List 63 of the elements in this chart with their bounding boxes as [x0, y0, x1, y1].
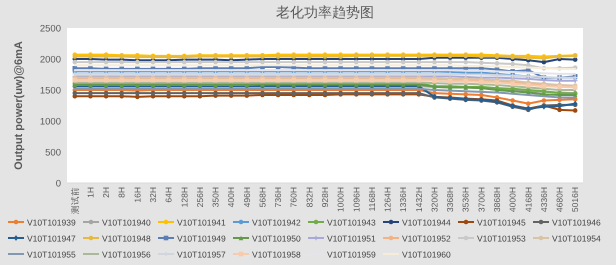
legend-label: V10T101959 — [327, 250, 376, 260]
x-tick-label: 32H — [148, 187, 158, 203]
x-tick-label: 1000H — [336, 187, 346, 212]
legend-label: V10T101950 — [252, 234, 301, 244]
legend-label: V10T101946 — [552, 218, 601, 228]
y-tick-label: 1000 — [40, 116, 61, 128]
x-tick-label: 4000H — [508, 187, 518, 212]
legend-label: V10T101945 — [477, 218, 526, 228]
x-tick-label: 350H — [210, 187, 221, 208]
legend-label: V10T101947 — [27, 234, 76, 244]
legend-label: V10T101952 — [402, 234, 451, 244]
legend-label: V10T101957 — [177, 250, 226, 260]
legend-label: V10T101939 — [27, 218, 76, 228]
legend-label: V10T101954 — [552, 234, 601, 244]
x-tick-label: 3868H — [492, 187, 502, 212]
x-tick-label: 3368H — [445, 187, 456, 212]
x-tick-label: 1336H — [398, 187, 408, 212]
legend-label: V10T101953 — [477, 234, 526, 244]
legend-label: V10T101941 — [177, 218, 226, 228]
legend-label: V10T101958 — [252, 250, 301, 260]
x-tick-label: 2H — [101, 187, 112, 198]
legend-label: V10T101949 — [177, 234, 226, 244]
x-tick-label: 4168H — [523, 187, 534, 212]
y-tick-label: 2000 — [40, 54, 61, 66]
legend-label: V10T101948 — [102, 234, 151, 244]
legend-label: V10T101951 — [327, 234, 376, 244]
legend-label: V10T101943 — [327, 218, 376, 228]
y-tick-label: 1500 — [40, 86, 61, 96]
x-tick-label: 568H — [257, 187, 268, 208]
x-tick-label: 3536H — [460, 187, 471, 212]
x-tick-label: 8H — [116, 187, 127, 198]
x-tick-label: 1432H — [414, 187, 424, 212]
y-tick-label: 0 — [56, 178, 61, 190]
x-tick-label: 400H — [226, 187, 236, 208]
y-tick-label: 500 — [45, 148, 61, 158]
x-tick-label: 1H — [85, 187, 96, 198]
x-tick-label: 1096H — [351, 187, 362, 212]
x-tick-label: 1168H — [366, 187, 377, 212]
legend-label: V10T101955 — [27, 250, 76, 260]
x-tick-label: 736H — [273, 187, 284, 208]
legend-label: V10T101960 — [402, 250, 451, 260]
x-tick-label: 496H — [242, 187, 252, 208]
x-tick-label: 4680H — [554, 187, 565, 212]
x-tick-label: 928H — [320, 187, 330, 208]
legend-label: V10T101956 — [102, 250, 151, 260]
x-tick-label: 256H — [194, 187, 205, 208]
x-tick-label: 1264H — [382, 187, 393, 212]
legend-label: V10T101944 — [402, 218, 451, 228]
x-tick-label: 3700H — [476, 187, 486, 212]
x-tick-label: 3200H — [429, 187, 440, 212]
x-tick-label: 16H — [132, 187, 142, 203]
chart-title: 老化功率趋势图 — [276, 4, 374, 20]
legend-label: V10T101940 — [102, 218, 151, 228]
x-tick-label: 测试前 — [70, 187, 80, 214]
x-tick-label: 128H — [179, 187, 190, 208]
x-tick-label: 4336H — [538, 187, 549, 212]
y-tick-label: 2500 — [40, 24, 61, 34]
legend-label: V10T101942 — [252, 218, 301, 228]
x-tick-label: 64H — [164, 187, 174, 203]
x-tick-label: 5016H — [570, 187, 580, 212]
x-tick-label: 832H — [304, 187, 314, 208]
y-axis-title: Output power(uw)@6mA — [13, 41, 25, 170]
x-tick-label: 760H — [288, 187, 299, 208]
